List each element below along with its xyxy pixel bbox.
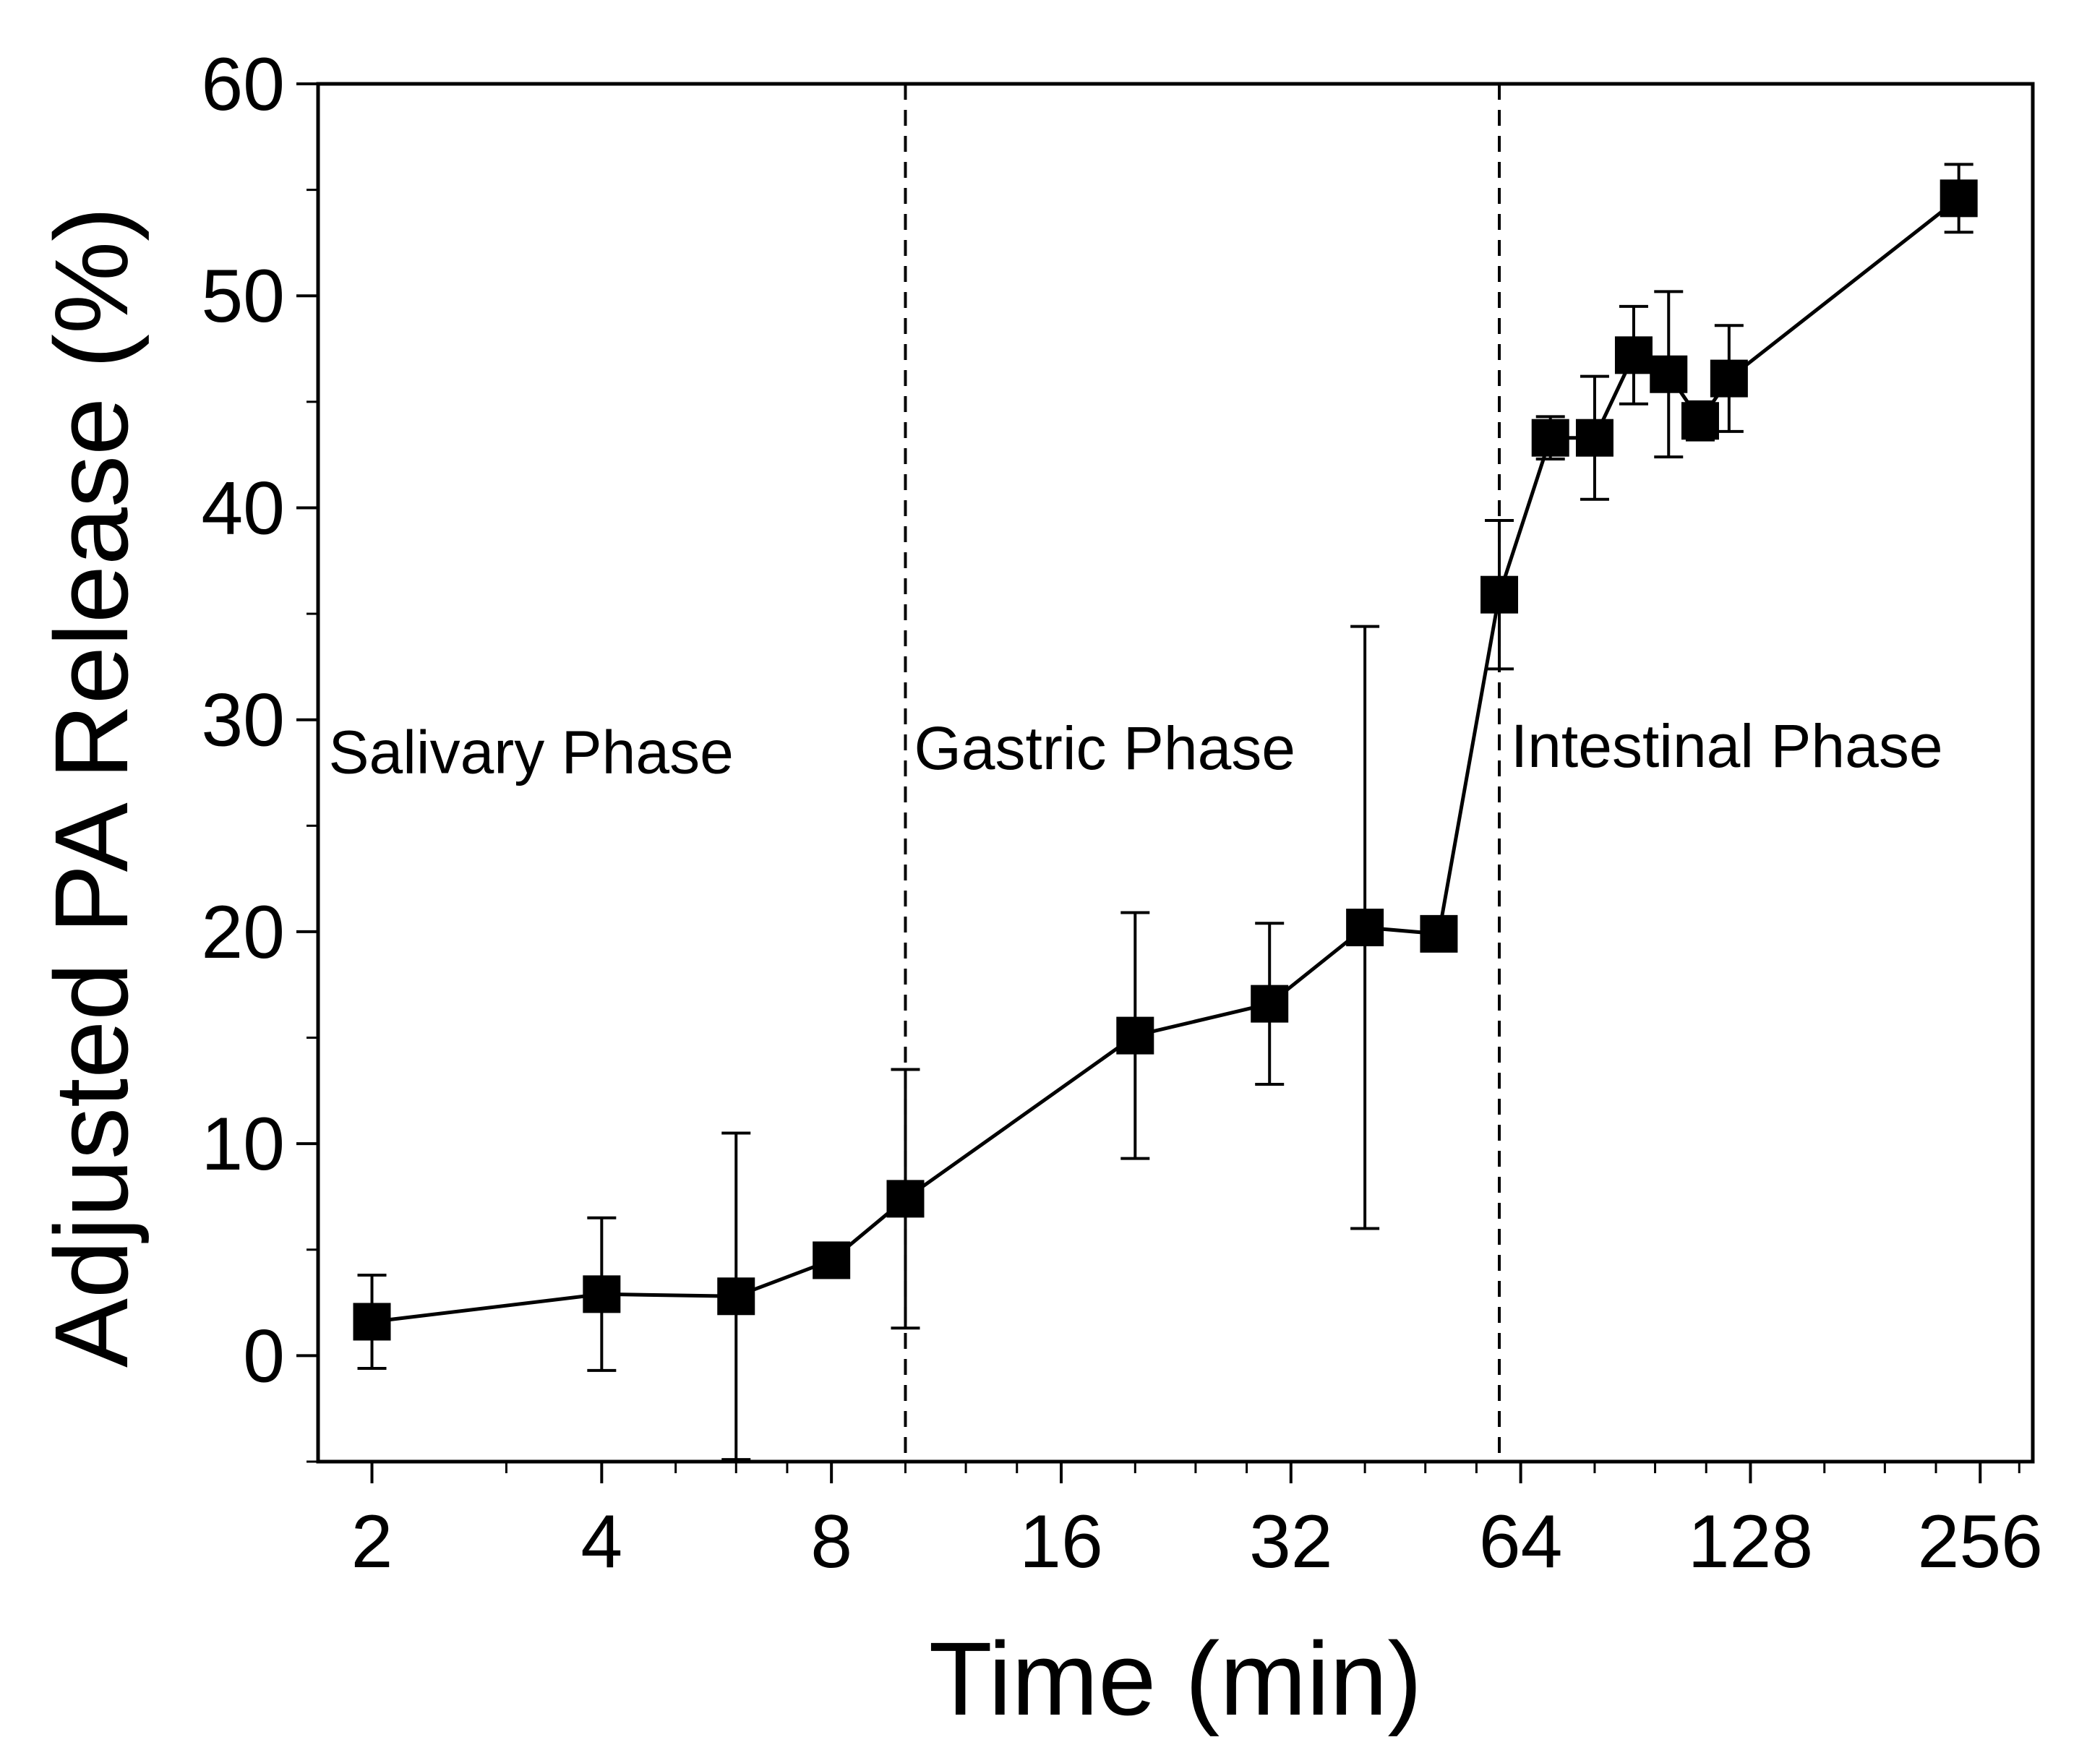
x-tick-label: 128 xyxy=(1688,1500,1814,1584)
data-point xyxy=(1251,985,1289,1023)
data-point xyxy=(583,1275,621,1313)
data-point xyxy=(1420,914,1458,953)
y-tick-label: 0 xyxy=(243,1314,285,1398)
y-tick-label: 50 xyxy=(201,254,285,338)
data-point xyxy=(1710,359,1748,398)
y-tick-labels: 0 10 20 30 40 50 60 xyxy=(201,43,285,1398)
y-axis-title: Adjusted PA Release (%) xyxy=(33,207,150,1368)
x-tick-label: 16 xyxy=(1019,1500,1103,1584)
data-point xyxy=(1650,355,1688,393)
x-tick-label: 32 xyxy=(1249,1500,1333,1584)
x-tick-label: 64 xyxy=(1479,1500,1563,1584)
x-tick-label: 4 xyxy=(580,1500,622,1584)
axis-ticks xyxy=(296,82,2020,1483)
data-point xyxy=(1116,1016,1154,1055)
x-tick-labels: 2 4 8 16 32 64 128 256 xyxy=(351,1500,2043,1584)
data-point xyxy=(813,1241,851,1279)
x-tick-label: 8 xyxy=(810,1500,852,1584)
x-tick-label: 256 xyxy=(1918,1500,2044,1584)
data-series xyxy=(353,163,1978,1462)
data-point xyxy=(1480,575,1519,614)
y-tick-label: 10 xyxy=(201,1102,285,1186)
phase-label: Salivary Phase xyxy=(329,719,734,786)
y-tick-label: 40 xyxy=(201,466,285,550)
data-point xyxy=(1681,402,1719,440)
y-tick-label: 60 xyxy=(201,43,285,127)
plot-frame xyxy=(316,82,2035,1464)
phase-labels: Salivary Phase Gastric Phase Intestinal Ph… xyxy=(329,712,1943,786)
data-point xyxy=(1531,419,1569,457)
data-point xyxy=(353,1303,391,1341)
data-point xyxy=(1346,909,1384,947)
y-tick-label: 30 xyxy=(201,679,285,763)
x-tick-label: 2 xyxy=(351,1500,393,1584)
x-axis-title: Time (min) xyxy=(929,1621,1423,1737)
data-point xyxy=(717,1277,755,1316)
y-tick-label: 20 xyxy=(201,891,285,974)
data-point xyxy=(1575,419,1613,457)
data-point xyxy=(886,1180,925,1218)
data-point xyxy=(1614,336,1653,374)
phase-label: Gastric Phase xyxy=(914,714,1295,782)
phase-label: Intestinal Phase xyxy=(1511,712,1943,780)
data-point xyxy=(1940,179,1978,218)
